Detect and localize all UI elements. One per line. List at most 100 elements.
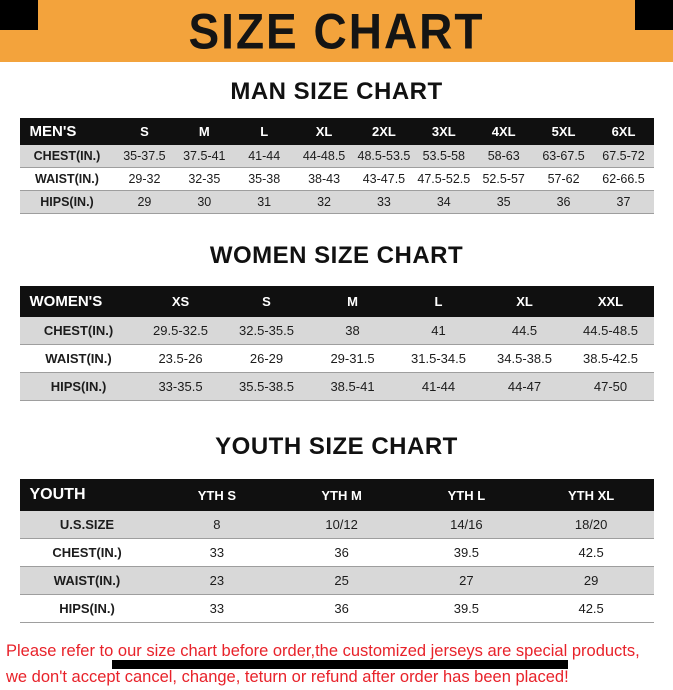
size-value-cell: 29 bbox=[114, 190, 175, 214]
size-column-header: YTH M bbox=[279, 479, 404, 511]
row-label-cell: U.S.SIZE bbox=[19, 511, 155, 539]
page-title: SIZE CHART bbox=[188, 2, 485, 60]
size-value-cell: 36 bbox=[279, 538, 404, 567]
size-value-cell: 31.5-34.5 bbox=[395, 344, 482, 373]
size-value-cell: 35 bbox=[473, 190, 534, 214]
size-value-cell: 42.5 bbox=[528, 538, 654, 567]
size-value-cell: 35-38 bbox=[234, 167, 295, 191]
table-header-row: YOUTH YTH S YTH M YTH L YTH XL bbox=[19, 479, 654, 511]
size-column-header: M bbox=[309, 286, 396, 317]
size-column-header: XL bbox=[294, 118, 354, 145]
banner-corner-top-left bbox=[0, 0, 38, 30]
size-column-header: XXL bbox=[567, 286, 654, 317]
table-row: HIPS(IN.) 29 30 31 32 33 34 35 36 37 bbox=[19, 190, 654, 214]
size-value-cell: 38-43 bbox=[294, 167, 354, 191]
size-value-cell: 37.5-41 bbox=[174, 145, 235, 168]
size-value-cell: 26-29 bbox=[223, 344, 310, 373]
size-value-cell: 38 bbox=[309, 317, 396, 345]
size-value-cell: 38.5-42.5 bbox=[567, 344, 654, 373]
size-column-header: 3XL bbox=[413, 118, 474, 145]
size-value-cell: 58-63 bbox=[473, 145, 534, 168]
size-value-cell: 8 bbox=[154, 511, 280, 539]
size-value-cell: 25 bbox=[279, 566, 404, 595]
size-column-header: 5XL bbox=[533, 118, 594, 145]
table-row: WAIST(IN.) 23.5-26 26-29 29-31.5 31.5-34.5 34… bbox=[19, 344, 654, 373]
size-value-cell: 32 bbox=[294, 190, 354, 214]
size-value-cell: 10/12 bbox=[279, 511, 404, 539]
size-value-cell: 27 bbox=[404, 566, 529, 595]
table-title-cell: WOMEN'S bbox=[19, 286, 138, 317]
row-label-cell: CHEST(IN.) bbox=[19, 145, 115, 168]
section-women: WOMEN SIZE CHART WOMEN'S XS S M L XL XXL CHEST(… bbox=[0, 242, 673, 401]
table-row: CHEST(IN.) 29.5-32.5 32.5-35.5 38 41 44.5 44.5… bbox=[19, 317, 654, 345]
size-value-cell: 23.5-26 bbox=[137, 344, 224, 373]
size-column-header: XL bbox=[481, 286, 568, 317]
banner-corner-top-right bbox=[635, 0, 673, 30]
size-value-cell: 67.5-72 bbox=[593, 145, 654, 168]
title-banner: SIZE CHART bbox=[0, 0, 673, 62]
table-row: WAIST(IN.) 29-32 32-35 35-38 38-43 43-47.5 47.… bbox=[19, 167, 654, 191]
bottom-cropped-banner bbox=[112, 660, 568, 669]
row-label-cell: CHEST(IN.) bbox=[19, 317, 138, 345]
women-size-table: WOMEN'S XS S M L XL XXL CHEST(IN.) 29.5-32.5 32.5… bbox=[19, 286, 654, 401]
size-value-cell: 48.5-53.5 bbox=[354, 145, 414, 168]
size-value-cell: 23 bbox=[154, 566, 280, 595]
women-section-heading: WOMEN SIZE CHART bbox=[209, 242, 464, 269]
table-row: HIPS(IN.) 33 36 39.5 42.5 bbox=[19, 594, 654, 623]
row-label-cell: WAIST(IN.) bbox=[19, 566, 155, 595]
row-label-cell: HIPS(IN.) bbox=[19, 372, 138, 401]
size-value-cell: 62-66.5 bbox=[593, 167, 654, 191]
row-label-cell: WAIST(IN.) bbox=[19, 344, 138, 373]
size-value-cell: 37 bbox=[593, 190, 654, 214]
row-label-cell: HIPS(IN.) bbox=[19, 190, 115, 214]
table-row: WAIST(IN.) 23 25 27 29 bbox=[19, 566, 654, 595]
section-youth: YOUTH SIZE CHART YOUTH YTH S YTH M YTH L YTH… bbox=[0, 433, 673, 623]
size-value-cell: 33 bbox=[354, 190, 414, 214]
size-column-header: YTH L bbox=[404, 479, 529, 511]
size-value-cell: 31 bbox=[234, 190, 295, 214]
size-value-cell: 44-47 bbox=[481, 372, 568, 401]
row-label-cell: WAIST(IN.) bbox=[19, 167, 115, 191]
table-header-row: WOMEN'S XS S M L XL XXL bbox=[19, 286, 654, 317]
section-men: MAN SIZE CHART MEN'S S M L XL 2XL 3XL 4XL 5XL 6XL… bbox=[0, 78, 673, 214]
size-column-header: 4XL bbox=[473, 118, 534, 145]
men-size-table: MEN'S S M L XL 2XL 3XL 4XL 5XL 6XL CHEST(IN.) 35-37… bbox=[19, 118, 654, 214]
size-value-cell: 33-35.5 bbox=[137, 372, 224, 401]
size-value-cell: 44.5 bbox=[481, 317, 568, 345]
size-value-cell: 32.5-35.5 bbox=[223, 317, 310, 345]
size-value-cell: 36 bbox=[279, 594, 404, 623]
size-value-cell: 39.5 bbox=[404, 594, 529, 623]
size-value-cell: 34 bbox=[413, 190, 474, 214]
size-column-header: M bbox=[174, 118, 235, 145]
size-value-cell: 42.5 bbox=[528, 594, 654, 623]
size-value-cell: 52.5-57 bbox=[473, 167, 534, 191]
table-row: CHEST(IN.) 35-37.5 37.5-41 41-44 44-48.5 48.5… bbox=[19, 145, 654, 168]
size-value-cell: 35-37.5 bbox=[114, 145, 175, 168]
size-value-cell: 32-35 bbox=[174, 167, 235, 191]
size-value-cell: 41 bbox=[395, 317, 482, 345]
size-column-header: L bbox=[234, 118, 295, 145]
size-column-header: 2XL bbox=[354, 118, 414, 145]
youth-section-heading: YOUTH SIZE CHART bbox=[215, 433, 458, 460]
size-value-cell: 18/20 bbox=[528, 511, 654, 539]
row-label-cell: HIPS(IN.) bbox=[19, 594, 155, 623]
size-column-header: YTH S bbox=[154, 479, 280, 511]
size-value-cell: 53.5-58 bbox=[413, 145, 474, 168]
size-value-cell: 29 bbox=[528, 566, 654, 595]
size-value-cell: 44-48.5 bbox=[294, 145, 354, 168]
size-value-cell: 63-67.5 bbox=[533, 145, 594, 168]
size-value-cell: 39.5 bbox=[404, 538, 529, 567]
size-column-header: YTH XL bbox=[528, 479, 654, 511]
table-row: HIPS(IN.) 33-35.5 35.5-38.5 38.5-41 41-44 44-… bbox=[19, 372, 654, 401]
table-title-cell: YOUTH bbox=[19, 479, 155, 511]
size-value-cell: 43-47.5 bbox=[354, 167, 414, 191]
size-value-cell: 38.5-41 bbox=[309, 372, 396, 401]
men-section-heading: MAN SIZE CHART bbox=[230, 78, 443, 105]
size-column-header: S bbox=[114, 118, 175, 145]
size-value-cell: 29.5-32.5 bbox=[137, 317, 224, 345]
size-value-cell: 34.5-38.5 bbox=[481, 344, 568, 373]
size-value-cell: 29-31.5 bbox=[309, 344, 396, 373]
size-value-cell: 36 bbox=[533, 190, 594, 214]
size-column-header: 6XL bbox=[593, 118, 654, 145]
